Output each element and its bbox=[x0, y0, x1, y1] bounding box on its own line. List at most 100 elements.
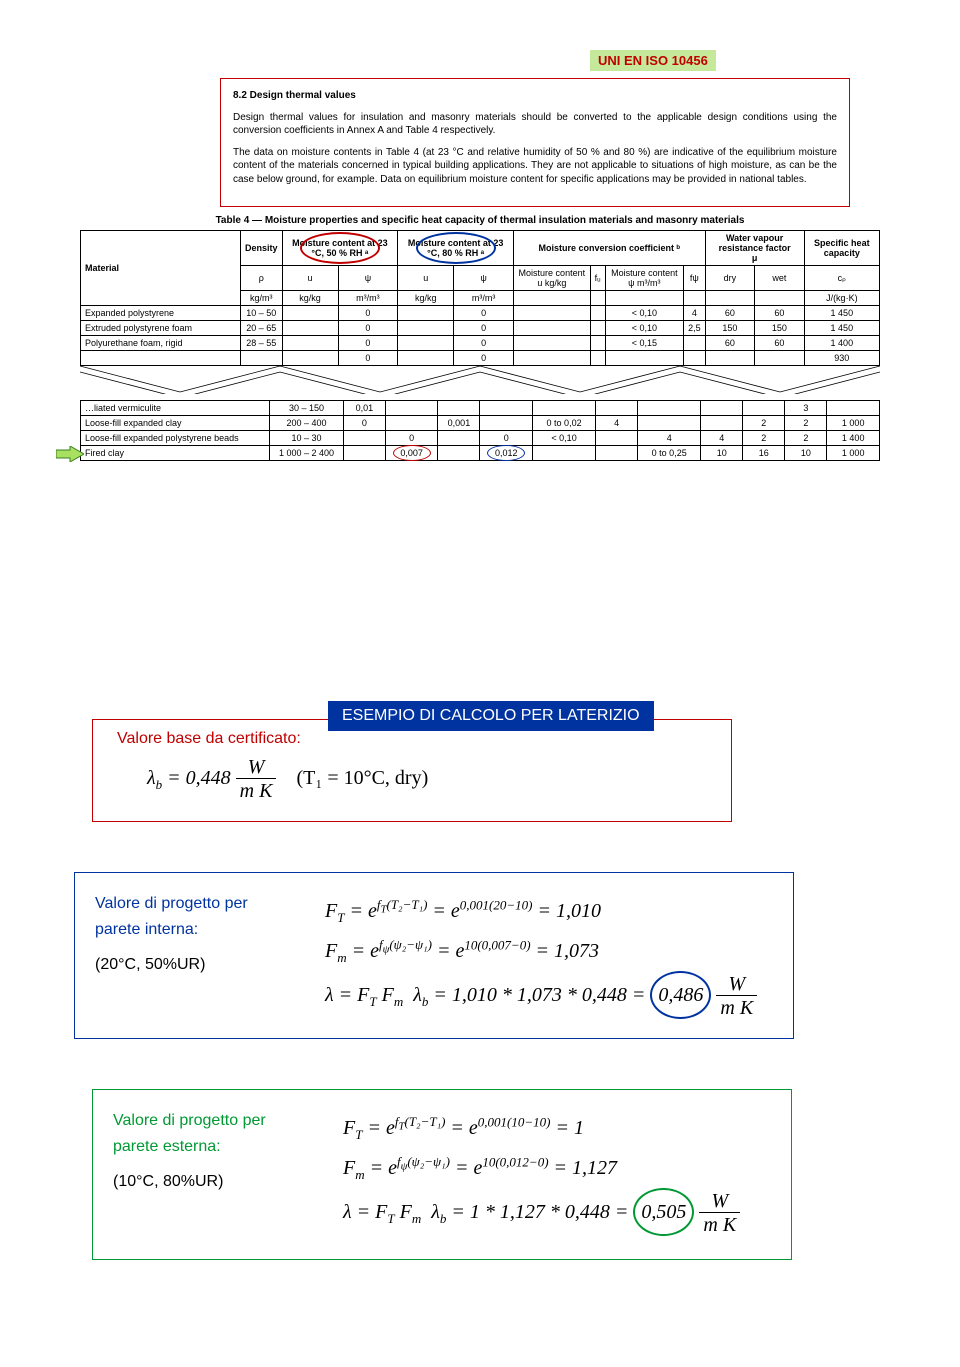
cell: 10 bbox=[701, 446, 743, 461]
th-density: Density bbox=[241, 231, 283, 266]
th-mcc: Moisture conversion coefficient ᵇ bbox=[513, 231, 705, 266]
cell: 1 450 bbox=[804, 321, 879, 336]
cell: 200 – 400 bbox=[270, 416, 344, 431]
cell: 16 bbox=[743, 446, 785, 461]
cell: < 0,10 bbox=[533, 431, 596, 446]
cell: Loose-fill expanded polystyrene beads bbox=[81, 431, 270, 446]
cell bbox=[684, 336, 706, 351]
paragraph-1: Design thermal values for insulation and… bbox=[233, 111, 837, 138]
lambda-b-val: 0,448 bbox=[186, 767, 231, 789]
th-cp-u: J/(kg·K) bbox=[804, 291, 879, 306]
cell bbox=[638, 416, 701, 431]
cell: 4 bbox=[596, 416, 638, 431]
cell: 1 400 bbox=[827, 431, 880, 446]
cell bbox=[398, 336, 454, 351]
base-cond: (T₁ = 10°C, dry) bbox=[296, 767, 428, 789]
th-psi1: ψ bbox=[338, 266, 398, 291]
unit-num: W bbox=[236, 756, 277, 779]
th-fu: fᵤ bbox=[590, 266, 605, 291]
int-cond: (20°C, 50%UR) bbox=[95, 952, 285, 978]
cell bbox=[385, 416, 438, 431]
base-equation: λb = 0,448 Wm K (T₁ = 10°C, dry) bbox=[147, 756, 707, 803]
external-wall-box: Valore di progetto per parete esterna: (… bbox=[92, 1089, 792, 1260]
cell: Fired clay bbox=[81, 446, 270, 461]
table-row: Extruded polystyrene foam20 – 6500< 0,10… bbox=[81, 321, 880, 336]
cell bbox=[596, 446, 638, 461]
cell bbox=[533, 401, 596, 416]
cell bbox=[638, 401, 701, 416]
cell: 1 000 bbox=[827, 446, 880, 461]
cell: 3 bbox=[785, 401, 827, 416]
int-t1: Valore di progetto per bbox=[95, 891, 285, 917]
cell: 30 – 150 bbox=[270, 401, 344, 416]
th-mcpsi: Moisture content ψ m³/m³ bbox=[605, 266, 683, 291]
th-dry: dry bbox=[705, 266, 755, 291]
table-row: Fired clay1 000 – 2 400 0,007 0,012 0 to 0,… bbox=[81, 446, 880, 461]
cell bbox=[827, 401, 880, 416]
cell: 10 – 30 bbox=[270, 431, 344, 446]
cell bbox=[438, 446, 480, 461]
th-rho: ρ bbox=[241, 266, 283, 291]
page-1: UNI EN ISO 10456 8.2 Design thermal valu… bbox=[0, 0, 960, 501]
th-m50: Moisture content at 23 °C, 50 % RH ᵃ bbox=[282, 231, 398, 266]
ext-t2: parete esterna: bbox=[113, 1134, 303, 1160]
th-wet: wet bbox=[755, 266, 805, 291]
cell: 2 bbox=[785, 431, 827, 446]
pointer-arrow-icon bbox=[56, 446, 84, 462]
ext-cond: (10°C, 80%UR) bbox=[113, 1169, 303, 1195]
cell bbox=[282, 321, 338, 336]
cell: < 0,10 bbox=[605, 306, 683, 321]
cell: 0,012 bbox=[480, 446, 533, 461]
cell: 0 to 0,25 bbox=[638, 446, 701, 461]
cell bbox=[743, 401, 785, 416]
section-heading: 8.2 Design thermal values bbox=[233, 89, 837, 103]
cell: 2 bbox=[785, 416, 827, 431]
table4-lower: …liated vermiculite30 – 1500,013Loose-fi… bbox=[80, 400, 880, 461]
th-psi-u1: m³/m³ bbox=[338, 291, 398, 306]
cell: 28 – 55 bbox=[241, 336, 283, 351]
cell: Loose-fill expanded clay bbox=[81, 416, 270, 431]
cell bbox=[282, 306, 338, 321]
cell: 0 bbox=[338, 321, 398, 336]
cell: 1 400 bbox=[804, 336, 879, 351]
cell: 0 bbox=[338, 306, 398, 321]
th-u-u1: kg/kg bbox=[282, 291, 338, 306]
cell: 0 bbox=[454, 336, 514, 351]
cell: 0 bbox=[338, 336, 398, 351]
ext-t1: Valore di progetto per bbox=[113, 1108, 303, 1134]
cell: 4 bbox=[638, 431, 701, 446]
cell bbox=[701, 401, 743, 416]
cell: 60 bbox=[755, 306, 805, 321]
page-2: ESEMPIO DI CALCOLO PER LATERIZIO Valore … bbox=[0, 701, 960, 1320]
cell bbox=[398, 321, 454, 336]
cell bbox=[398, 306, 454, 321]
th-wvrf-text: Water vapour resistance factor bbox=[719, 233, 791, 253]
th-m80: Moisture content at 23 °C, 80 % RH ᵃ bbox=[398, 231, 514, 266]
cell: 1 000 – 2 400 bbox=[270, 446, 344, 461]
cell bbox=[513, 321, 590, 336]
cell: 4 bbox=[701, 431, 743, 446]
th-rho-u: kg/m³ bbox=[241, 291, 283, 306]
table4-caption: Table 4 — Moisture properties and specif… bbox=[0, 215, 960, 226]
table-row: Loose-fill expanded clay200 – 40000,0010… bbox=[81, 416, 880, 431]
cell: 0 to 0,02 bbox=[533, 416, 596, 431]
ext-result: 0,505 bbox=[633, 1188, 694, 1236]
th-wvrf: Water vapour resistance factorμ bbox=[705, 231, 804, 266]
cell bbox=[513, 306, 590, 321]
th-cp: cₚ bbox=[804, 266, 879, 291]
cell: 4 bbox=[684, 306, 706, 321]
th-psi-u2: m³/m³ bbox=[454, 291, 514, 306]
cell: 0 bbox=[454, 306, 514, 321]
cell: …liated vermiculite bbox=[81, 401, 270, 416]
table-break-icon bbox=[80, 364, 880, 394]
cell bbox=[343, 446, 385, 461]
int-t2: parete interna: bbox=[95, 917, 285, 943]
ext-equations: FT = efT(T₂−T₁) = e0,001(10−10) = 1 Fm =… bbox=[343, 1108, 740, 1237]
cell bbox=[480, 401, 533, 416]
cell: 0,007 bbox=[385, 446, 438, 461]
example-banner: ESEMPIO DI CALCOLO PER LATERIZIO bbox=[328, 701, 654, 731]
table-row: Loose-fill expanded polystyrene beads10 … bbox=[81, 431, 880, 446]
cell bbox=[533, 446, 596, 461]
cell bbox=[343, 431, 385, 446]
cell: Expanded polystyrene bbox=[81, 306, 241, 321]
